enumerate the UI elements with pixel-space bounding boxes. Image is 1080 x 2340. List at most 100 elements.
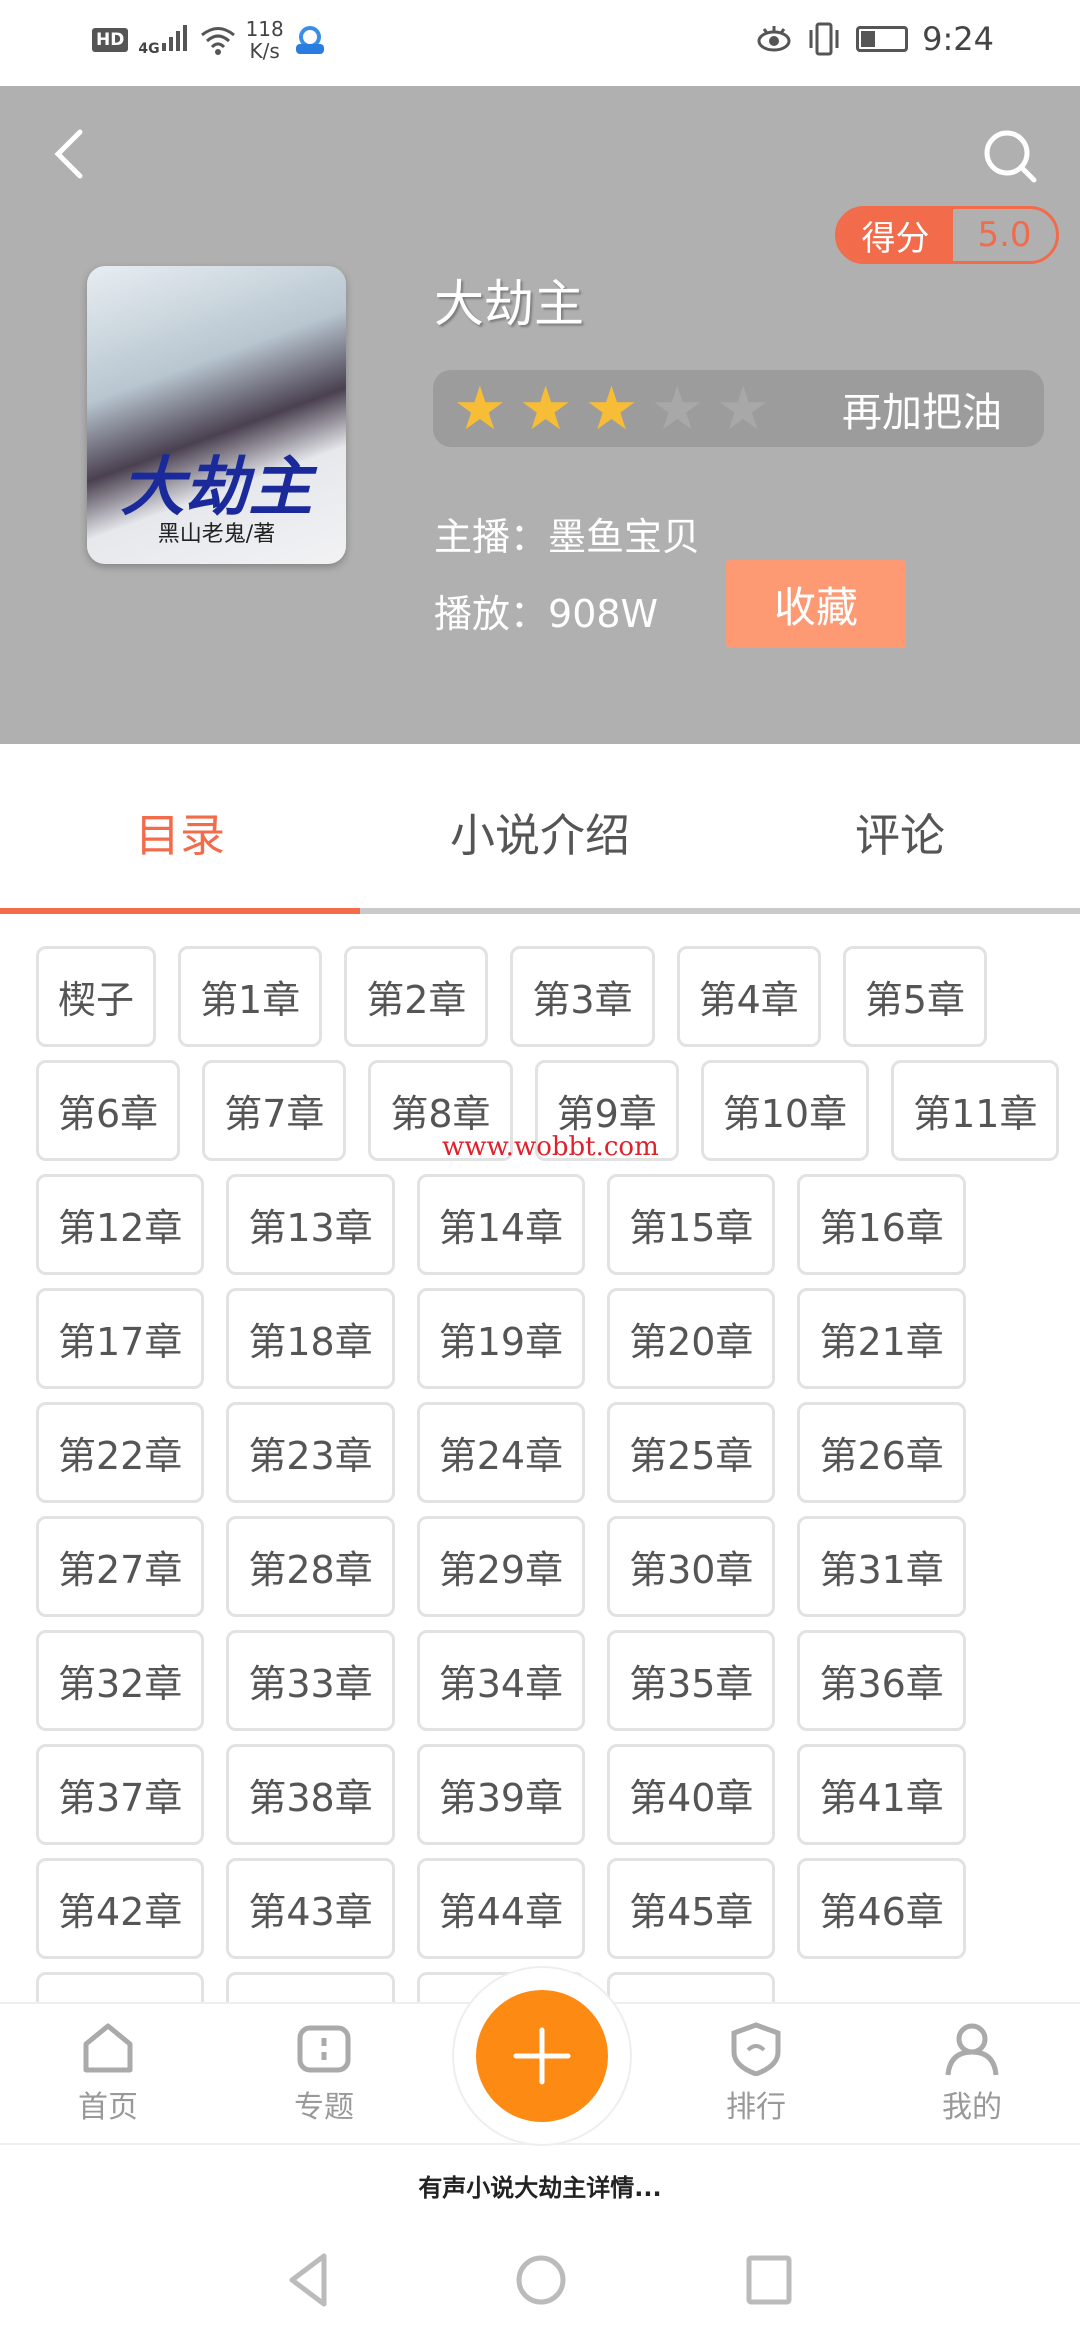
chapter-item[interactable]: 第50章 [607,1972,776,2002]
chapter-item[interactable]: 楔子 [36,946,157,1047]
vpn-icon [295,26,324,54]
plays-count: 908W [548,592,659,636]
star-icon[interactable]: ★ [716,373,770,444]
chapter-item[interactable]: 第8章 [368,1060,513,1161]
chapter-item[interactable]: 第41章 [797,1744,966,1845]
host-label: 主播： [434,515,549,559]
chapter-item[interactable]: 第23章 [226,1402,395,1503]
user-icon [945,2023,999,2076]
eye-comfort-icon [757,26,791,52]
chapter-item[interactable]: 第5章 [842,946,987,1047]
chapter-item[interactable]: 第27章 [36,1516,205,1617]
status-bar: HD 4G 118 K/s 9:24 [0,0,1080,86]
chapter-item[interactable]: 第15章 [607,1174,776,1275]
add-button[interactable] [476,1990,608,2122]
plays-label: 播放： [434,592,549,636]
book-cover[interactable]: 大劫主 黑山老鬼/著 [87,266,346,564]
star-icon[interactable]: ★ [650,373,705,444]
tab-intro[interactable]: 小说介绍 [360,744,720,914]
chapter-item[interactable]: 第43章 [226,1858,395,1959]
chapter-item[interactable]: 第10章 [700,1060,870,1161]
chapter-item[interactable]: 第1章 [178,946,323,1047]
speed-unit: K/s [249,39,280,63]
nav-home[interactable]: 首页 [48,2022,168,2126]
host-info: 主播：墨鱼宝贝 [434,506,700,561]
chapter-item[interactable]: 第17章 [36,1288,205,1389]
chapter-item[interactable]: 第29章 [416,1516,586,1617]
rating-stars[interactable]: ★ ★ ★ ★ ★ [453,379,782,439]
nav-ranking[interactable]: 排行 [696,2022,816,2126]
chapter-item[interactable]: 第9章 [534,1060,679,1161]
star-icon[interactable]: ★ [518,373,573,444]
chapter-item[interactable]: 第48章 [226,1972,395,2002]
chapter-item[interactable]: 第36章 [797,1630,966,1731]
star-icon[interactable]: ★ [584,373,639,444]
chapter-item[interactable]: 第44章 [416,1858,586,1959]
chapter-item[interactable]: 第3章 [510,946,655,1047]
chapter-item[interactable]: 第26章 [797,1402,966,1503]
chapter-item[interactable]: 第28章 [226,1516,395,1617]
chapter-item[interactable]: 第20章 [607,1288,776,1389]
system-nav-bar [0,2230,1080,2340]
rating-text: 再加把油 [842,389,1002,436]
chapter-item[interactable]: 第12章 [36,1174,205,1275]
score-badge: 得分 5.0 [835,206,1059,264]
rating-bar[interactable]: ★ ★ ★ ★ ★ 再加把油 [433,370,1044,447]
chapter-item[interactable]: 第42章 [36,1858,205,1959]
chapter-item[interactable]: 第16章 [797,1174,966,1275]
chapter-item[interactable]: 第19章 [416,1288,586,1389]
book-header: 得分 5.0 大劫主 黑山老鬼/著 大劫主 ★ ★ ★ ★ ★ 再加把油 主播：墨鱼宝贝… [0,86,1080,744]
chapter-item[interactable]: 第13章 [226,1174,395,1275]
chapter-item[interactable]: 第21章 [797,1288,966,1389]
chapter-item[interactable]: 第33章 [226,1630,395,1731]
back-icon[interactable] [44,126,100,182]
chapter-item[interactable]: 第40章 [607,1744,776,1845]
plays-info: 播放：908W [434,583,658,638]
chapter-item[interactable]: 第18章 [226,1288,395,1389]
nav-topics[interactable]: 专题 [264,2022,384,2126]
chapter-item[interactable]: 第47章 [36,1972,205,2002]
wifi-icon [200,27,235,55]
chapter-grid: 楔子 第1章 第2章 第3章 第4章 第5章第6章 第7章 第8章 第9章 第10章 第11章第12… [36,946,1066,2002]
chapter-item[interactable]: 第34章 [416,1630,586,1731]
chapter-item[interactable]: 第7章 [202,1060,347,1161]
favorite-button[interactable]: 收藏 [726,560,906,648]
star-icon[interactable]: ★ [453,373,507,444]
system-home-icon[interactable] [513,2252,569,2308]
chapter-item[interactable]: 第45章 [607,1858,776,1959]
score-label: 得分 [838,209,953,261]
clock: 9:24 [922,20,994,58]
vibrate-icon [809,22,839,56]
chapter-item[interactable]: 第22章 [36,1402,205,1503]
tab-bar: 目录 小说介绍 评论 [0,744,1080,914]
chapter-item[interactable]: 第46章 [797,1858,966,1959]
nav-mine[interactable]: 我的 [912,2022,1032,2126]
hd-icon: HD [92,28,129,52]
chapter-item[interactable]: 第32章 [36,1630,205,1731]
chapter-item[interactable]: 第6章 [36,1060,181,1161]
system-recents-icon[interactable] [744,2252,794,2308]
chapter-item[interactable]: 第38章 [226,1744,395,1845]
chapter-item[interactable]: 第37章 [36,1744,205,1845]
chapter-item[interactable]: 第24章 [416,1402,586,1503]
nav-mine-label: 我的 [942,2090,1002,2125]
watermark: www.wobbt.com [442,1132,659,1162]
chapter-item[interactable]: 第14章 [416,1174,586,1275]
page-caption: 有声小说大劫主详情... [418,2173,662,2202]
battery-icon [856,26,909,52]
chapter-item[interactable]: 第2章 [344,946,489,1047]
network-speed: 118 K/s [246,18,284,62]
nav-home-label: 首页 [78,2090,138,2125]
tab-catalog[interactable]: 目录 [0,744,360,914]
plus-icon [513,2027,571,2085]
chapter-item[interactable]: 第35章 [607,1630,776,1731]
chapter-item[interactable]: 第11章 [891,1060,1060,1161]
chapter-item[interactable]: 第25章 [607,1402,776,1503]
chapter-item[interactable]: 第4章 [676,946,821,1047]
chapter-item[interactable]: 第30章 [607,1516,776,1617]
chapter-item[interactable]: 第39章 [416,1744,586,1845]
search-icon[interactable] [980,126,1040,186]
tab-comments[interactable]: 评论 [720,744,1080,914]
system-back-icon[interactable] [284,2252,334,2308]
chapter-item[interactable]: 第31章 [797,1516,966,1617]
